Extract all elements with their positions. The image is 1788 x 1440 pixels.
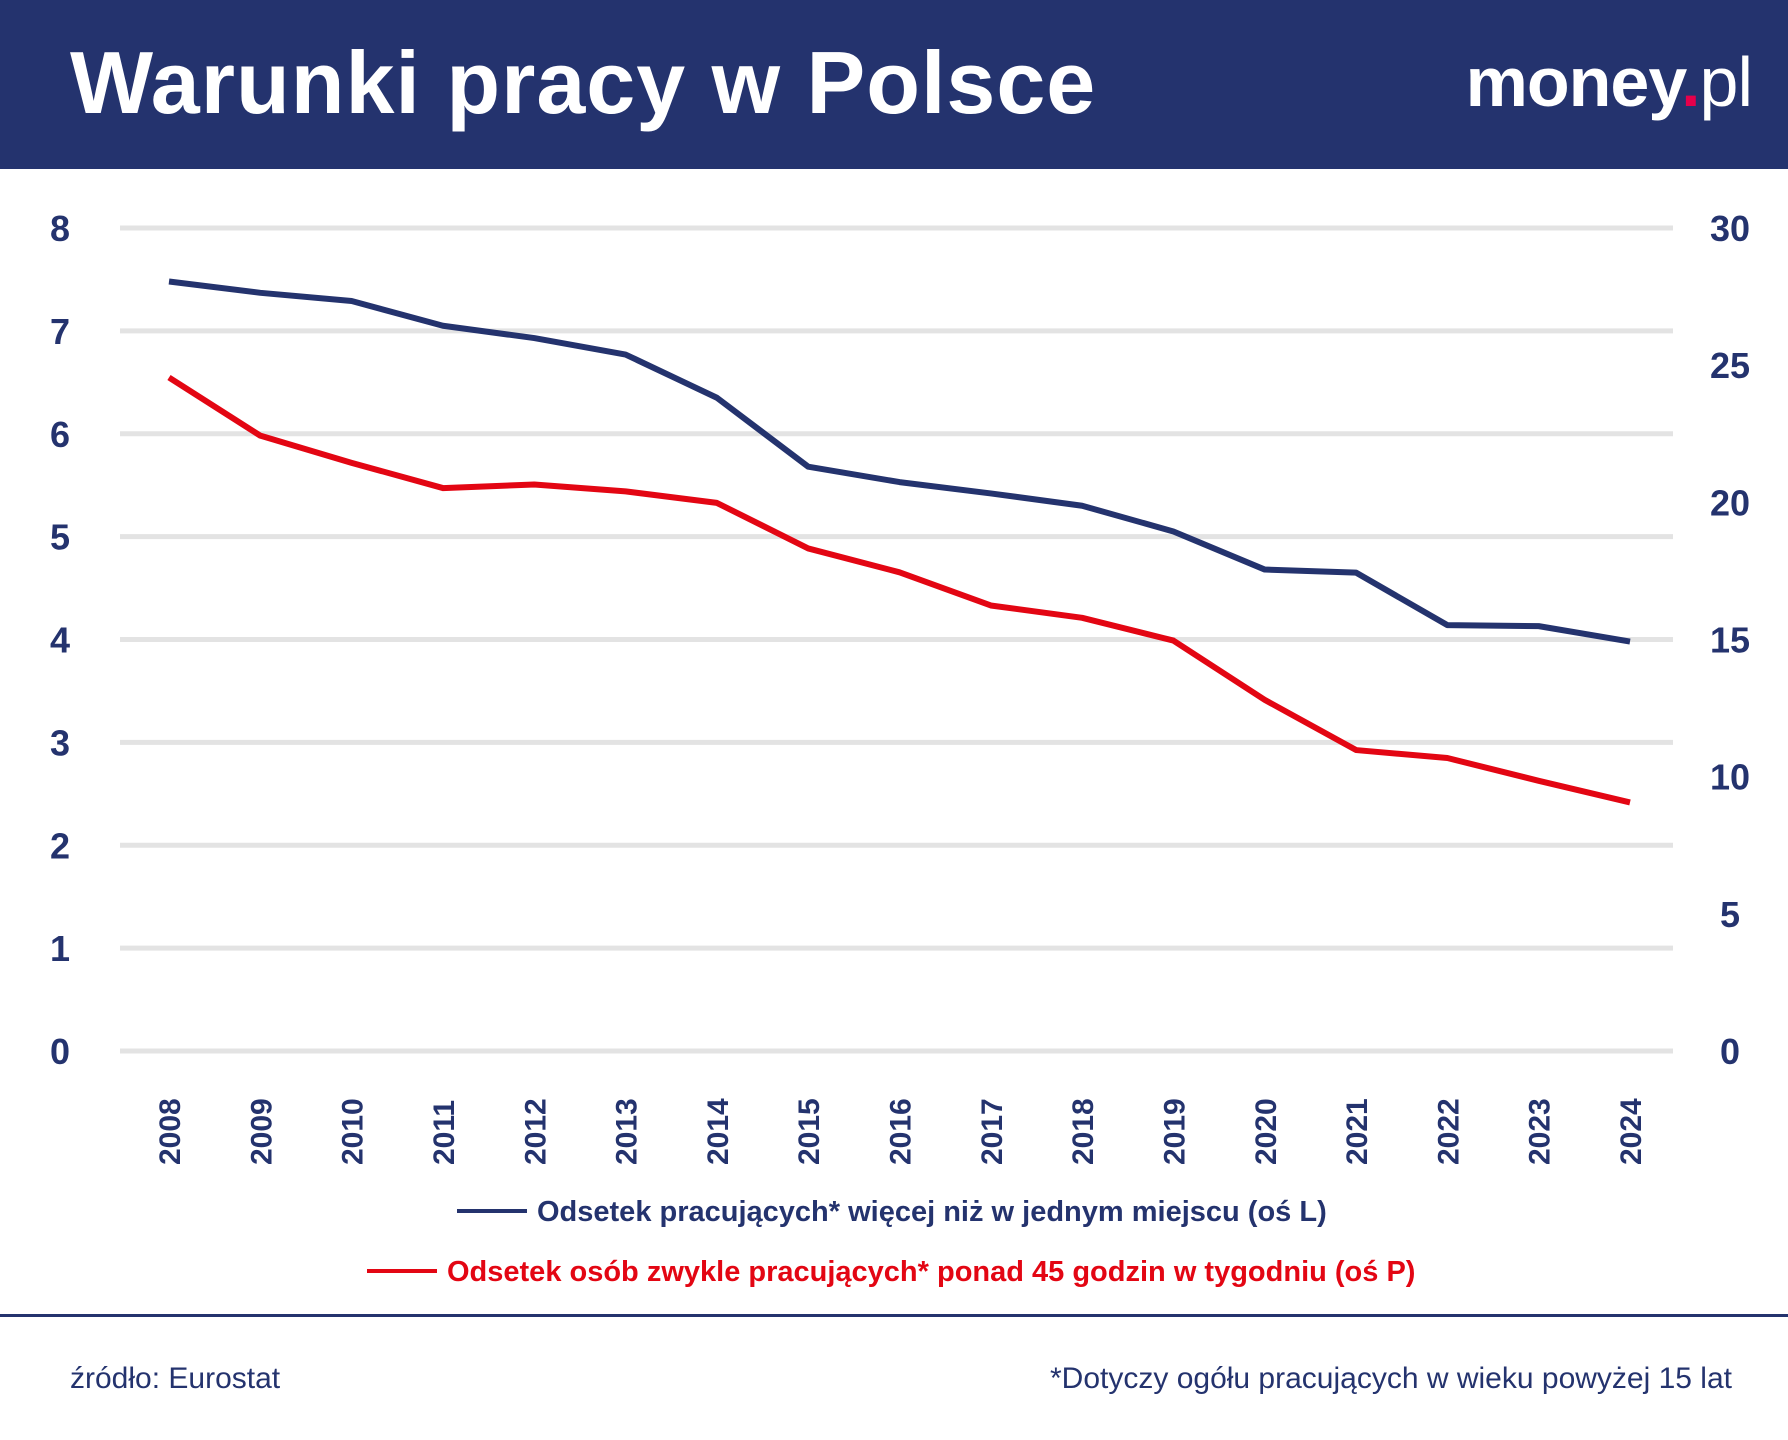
x-axis-tick: 2018 xyxy=(1067,1098,1100,1165)
right-axis-tick: 10 xyxy=(1710,757,1750,798)
right-axis-tick: 20 xyxy=(1710,482,1750,523)
x-axis-tick: 2020 xyxy=(1250,1098,1283,1165)
x-axis-tick: 2008 xyxy=(154,1098,187,1165)
left-axis-tick: 2 xyxy=(50,825,70,866)
money-pl-logo: money.pl xyxy=(1465,43,1753,121)
left-axis-tick: 3 xyxy=(50,722,70,763)
x-axis-tick: 2023 xyxy=(1524,1098,1557,1165)
x-axis-tick: 2022 xyxy=(1432,1098,1465,1165)
series-line-1 xyxy=(168,278,1631,645)
right-axis-tick: 30 xyxy=(1710,208,1750,249)
x-axis-tick: 2011 xyxy=(428,1100,461,1165)
x-axis-tick: 2017 xyxy=(976,1098,1009,1165)
footnote-text: *Dotyczy ogółu pracujących w wieku powyż… xyxy=(1050,1362,1732,1395)
series-line-2 xyxy=(167,374,1631,806)
left-axis-tick: 4 xyxy=(50,620,70,661)
source-text: źródło: Eurostat xyxy=(70,1362,281,1395)
page-title: Warunki pracy w Polsce xyxy=(70,33,1097,132)
left-axis-tick: 0 xyxy=(50,1031,70,1072)
x-axis-tick: 2016 xyxy=(885,1098,918,1165)
right-axis-tick: 5 xyxy=(1720,894,1740,935)
x-axis-tick: 2009 xyxy=(245,1098,278,1165)
right-axis-tick: 25 xyxy=(1710,345,1750,386)
right-axis-tick: 15 xyxy=(1710,620,1750,661)
left-axis-tick: 5 xyxy=(50,517,70,558)
x-axis-tick: 2013 xyxy=(611,1098,644,1165)
left-axis-tick: 7 xyxy=(50,311,70,352)
x-axis-tick: 2019 xyxy=(1158,1098,1191,1165)
x-axis-tick: 2021 xyxy=(1341,1098,1374,1165)
left-axis-tick: 8 xyxy=(50,208,70,249)
left-axis-tick: 6 xyxy=(50,414,70,455)
header-banner: Warunki pracy w Polsce money.pl xyxy=(0,0,1788,169)
legend-label: Odsetek pracujących* więcej niż w jednym… xyxy=(537,1196,1327,1228)
footer-divider xyxy=(0,1314,1788,1317)
x-axis-tick: 2015 xyxy=(793,1098,826,1165)
x-axis-tick: 2012 xyxy=(519,1098,552,1165)
x-axis-tick: 2014 xyxy=(702,1098,735,1165)
x-axis-tick: 2024 xyxy=(1615,1098,1648,1165)
legend-label: Odsetek osób zwykle pracujących* ponad 4… xyxy=(447,1256,1415,1288)
right-axis-tick: 0 xyxy=(1720,1031,1740,1072)
left-axis-tick: 1 xyxy=(50,928,70,969)
x-axis-tick: 2010 xyxy=(337,1098,370,1165)
